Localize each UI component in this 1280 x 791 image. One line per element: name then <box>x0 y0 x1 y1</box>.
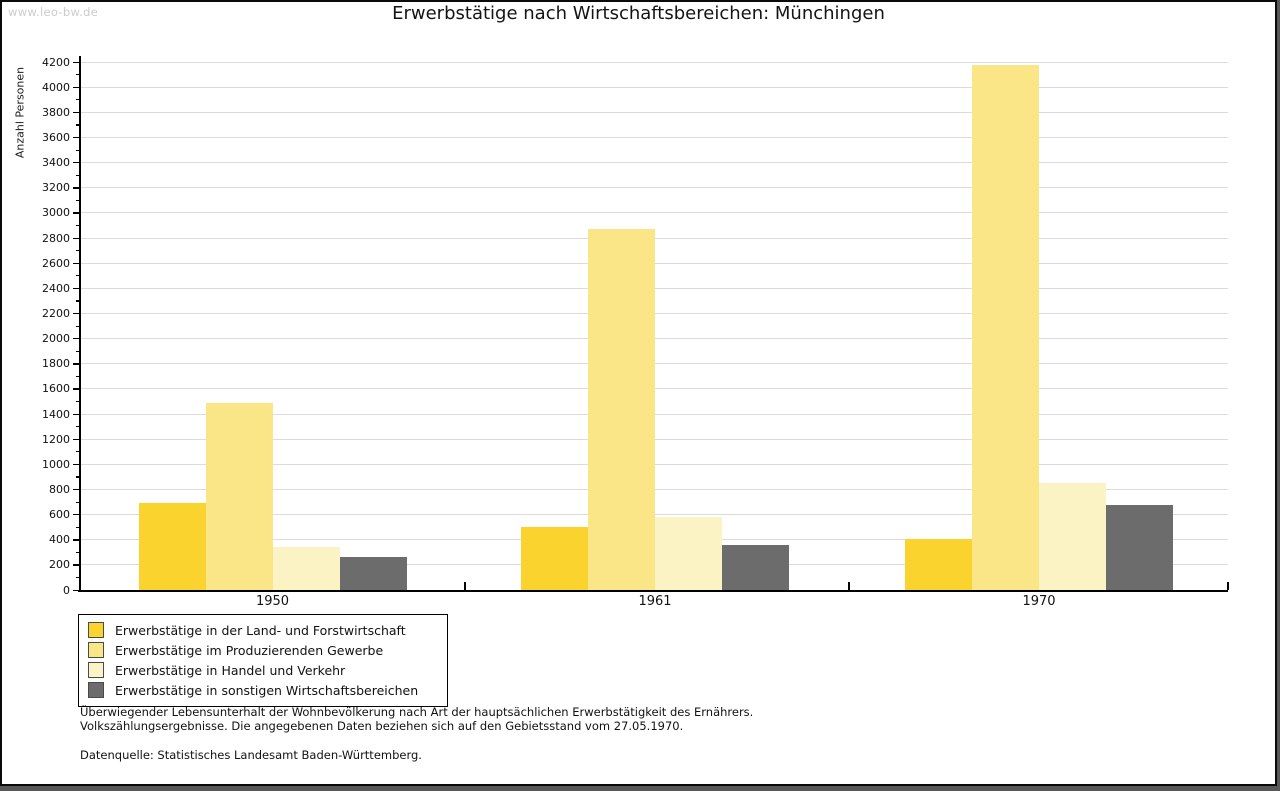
chart-page-frame <box>0 0 1277 786</box>
